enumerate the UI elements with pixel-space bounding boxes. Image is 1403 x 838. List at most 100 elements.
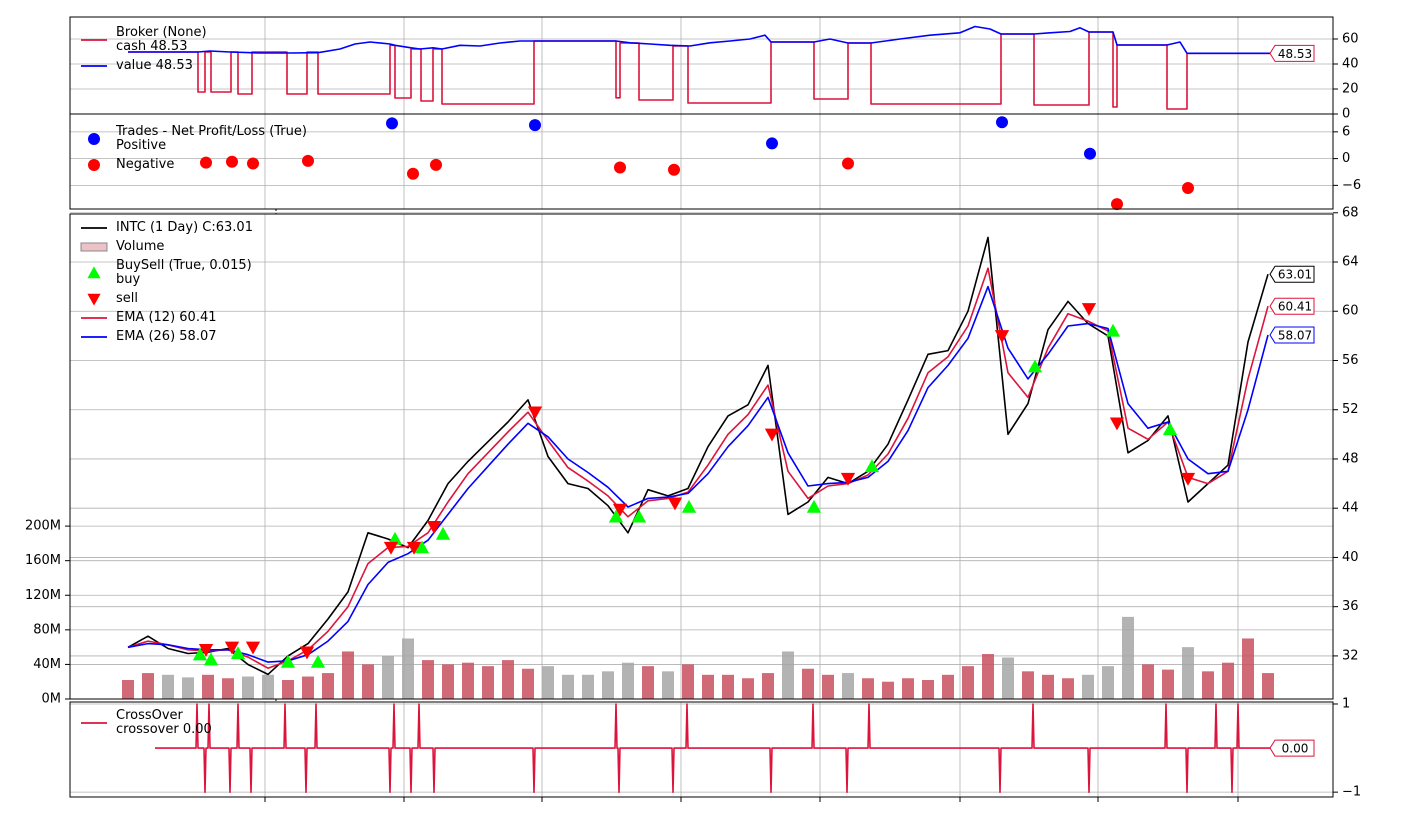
marker xyxy=(1109,417,1125,431)
y-tick-label: 64 xyxy=(1342,255,1359,270)
marker xyxy=(681,499,697,513)
marker xyxy=(407,167,419,180)
y2-tick-label: 120M xyxy=(25,588,61,603)
marker xyxy=(280,654,296,668)
volume-bar xyxy=(522,668,534,699)
volume-bar xyxy=(162,674,174,699)
volume-bar xyxy=(822,674,834,699)
panel-frame xyxy=(69,113,1334,210)
legend-label: CrossOver crossover 0.00 xyxy=(116,708,212,737)
volume-bar xyxy=(762,673,774,699)
marker xyxy=(200,156,212,169)
marker xyxy=(1027,359,1043,373)
marker xyxy=(88,133,100,145)
y2-tick-label: 200M xyxy=(25,519,61,534)
y-tick-label: 36 xyxy=(1342,599,1359,614)
volume-bar xyxy=(382,655,394,699)
marker xyxy=(88,159,100,171)
y-tick-label: 1 xyxy=(1342,696,1350,711)
y-tick-label: 40 xyxy=(1342,57,1359,72)
volume-bar xyxy=(562,674,574,699)
y-tick-label: 6 xyxy=(1342,124,1350,139)
volume-bar xyxy=(1002,657,1014,699)
volume-bar xyxy=(202,674,214,699)
volume-bar xyxy=(1242,638,1254,699)
legend-entry: BuySell (True, 0.015) buy xyxy=(80,259,253,287)
marker xyxy=(842,157,854,170)
volume-bar xyxy=(242,676,254,699)
volume-bar xyxy=(782,651,794,699)
volume-bar xyxy=(122,679,134,699)
marker xyxy=(426,520,442,534)
marker xyxy=(608,509,624,523)
volume-bar xyxy=(402,638,414,699)
volume-bar xyxy=(582,674,594,699)
legend-label: Negative xyxy=(116,157,175,172)
marker xyxy=(310,654,326,668)
marker xyxy=(864,459,880,473)
volume-bar xyxy=(1262,673,1274,699)
legend-entry: Trades - Net Profit/Loss (True) Positive xyxy=(80,125,307,153)
marker xyxy=(383,541,399,555)
volume-bar xyxy=(1142,664,1154,699)
legend-marker xyxy=(88,159,100,171)
legend: Trades - Net Profit/Loss (True) Positive… xyxy=(80,125,307,177)
marker xyxy=(667,497,683,511)
legend-entry: Negative xyxy=(80,158,307,172)
volume-bar xyxy=(702,674,714,699)
series-line xyxy=(127,267,1269,669)
volume-bar xyxy=(342,651,354,699)
legend-marker xyxy=(81,227,107,229)
y-tick-label: −6 xyxy=(1342,178,1361,193)
legend-entry: INTC (1 Day) C:63.01 xyxy=(80,221,253,235)
marker xyxy=(1162,422,1178,436)
marker xyxy=(435,526,451,540)
last-value-label: 58.07 xyxy=(1278,329,1312,343)
volume-bar xyxy=(662,671,674,699)
legend-entry: EMA (12) 60.41 xyxy=(80,311,253,325)
last-value-label: 0.00 xyxy=(1282,742,1309,756)
volume-bar xyxy=(302,676,314,699)
marker xyxy=(386,117,398,130)
volume-bar xyxy=(622,662,634,699)
last-value-box xyxy=(1269,297,1315,315)
volume-bar xyxy=(842,673,854,699)
legend-entry: value 48.53 xyxy=(80,59,207,73)
volume-bar xyxy=(882,681,894,699)
marker xyxy=(1084,147,1096,160)
marker xyxy=(766,137,778,150)
marker xyxy=(198,644,214,657)
legend-marker xyxy=(87,266,101,279)
volume-bar xyxy=(742,678,754,699)
volume-bar xyxy=(862,678,874,699)
volume-bar xyxy=(482,666,494,699)
marker xyxy=(247,157,259,170)
marker xyxy=(1182,182,1194,195)
legend-label: BuySell (True, 0.015) buy xyxy=(116,258,252,287)
volume-bar xyxy=(462,662,474,699)
marker xyxy=(387,531,403,545)
y-tick-label: 52 xyxy=(1342,402,1359,417)
legend-marker xyxy=(81,65,107,67)
volume-bar xyxy=(502,660,514,699)
legend: CrossOver crossover 0.00 xyxy=(80,709,212,742)
marker xyxy=(192,647,208,661)
y-tick-label: 0 xyxy=(1342,151,1350,166)
y2-tick-label: 0M xyxy=(42,692,62,707)
marker xyxy=(614,161,626,174)
legend: INTC (1 Day) C:63.01 Volume BuySell (True,… xyxy=(80,221,253,349)
legend-label: INTC (1 Day) C:63.01 xyxy=(116,220,253,235)
y-tick-label: 56 xyxy=(1342,353,1359,368)
y2-tick-label: 80M xyxy=(33,622,61,637)
legend-marker xyxy=(81,317,107,319)
legend-entry: sell xyxy=(80,292,253,306)
marker xyxy=(527,406,543,420)
legend-label: sell xyxy=(116,291,138,306)
marker xyxy=(529,119,541,132)
last-value-label: 60.41 xyxy=(1278,300,1312,314)
marker xyxy=(806,499,822,513)
volume-bar xyxy=(682,664,694,699)
last-value-label: 48.53 xyxy=(1278,47,1312,61)
volume-bar xyxy=(1082,674,1094,699)
